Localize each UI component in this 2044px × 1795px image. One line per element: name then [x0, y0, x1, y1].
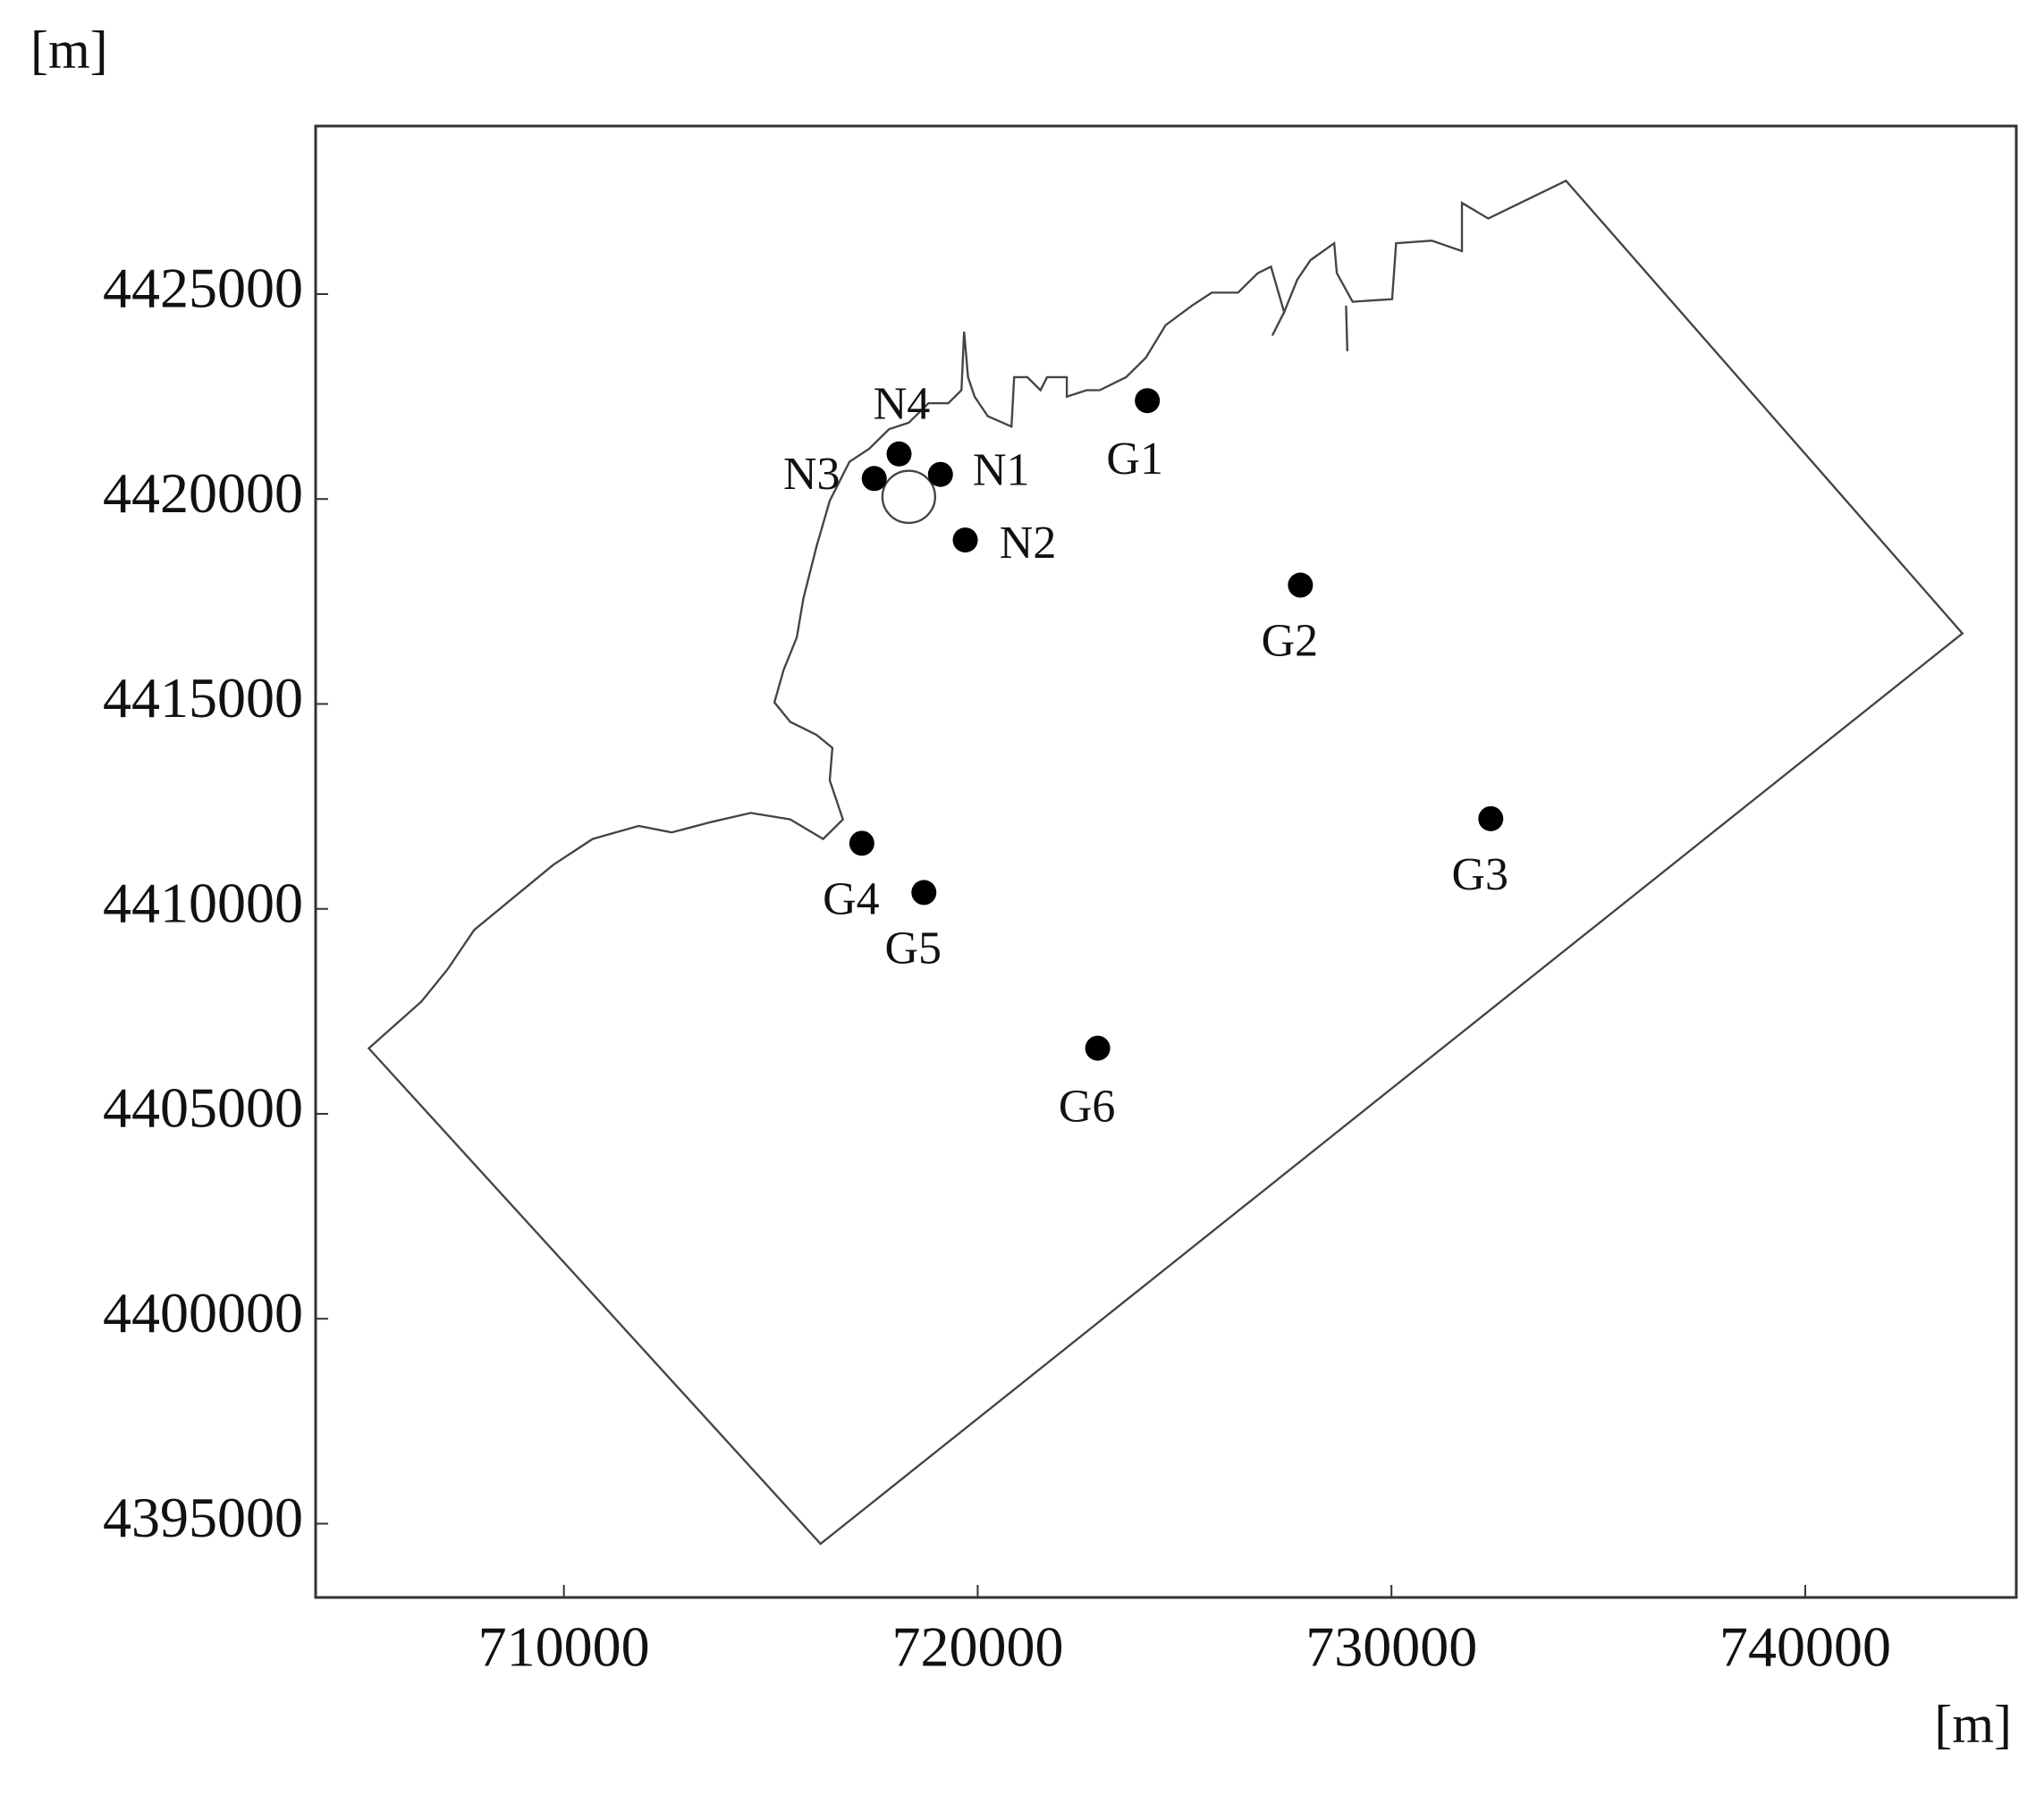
point	[849, 830, 874, 856]
y-tick-label: 4420000	[103, 461, 303, 525]
x-tick-label: 740000	[1719, 1615, 1891, 1679]
point-label: N3	[783, 449, 840, 500]
y-axis-label: [m]	[30, 21, 108, 80]
point	[1288, 572, 1313, 598]
domain-outline	[367, 179, 1964, 1546]
plot-frame	[314, 124, 2018, 1599]
x-tick-label: 720000	[891, 1615, 1063, 1679]
boundary	[367, 179, 1964, 1546]
y-tick-label: 4415000	[103, 666, 303, 729]
point	[1135, 388, 1161, 414]
point	[927, 461, 953, 487]
point-label: N4	[874, 379, 931, 430]
point	[1085, 1035, 1111, 1061]
point	[861, 466, 887, 492]
harbor-loop	[881, 469, 937, 525]
point-label: G4	[823, 873, 880, 924]
y-tick-label: 4405000	[103, 1076, 303, 1140]
x-tick-label: 710000	[478, 1615, 650, 1679]
point-label: G1	[1106, 434, 1163, 485]
x-tick-label: 730000	[1305, 1615, 1477, 1679]
point-label: G3	[1451, 849, 1508, 900]
point-label: N1	[973, 445, 1030, 496]
point-label: G2	[1262, 615, 1319, 666]
point	[952, 527, 978, 553]
point	[1478, 805, 1504, 831]
point-label: G6	[1059, 1082, 1116, 1133]
y-tick-label: 4425000	[103, 257, 303, 320]
y-tick-label: 4395000	[103, 1486, 303, 1549]
point-label: G5	[884, 923, 942, 973]
y-tick-label: 4410000	[103, 871, 303, 934]
point	[886, 441, 912, 467]
y-tick-label: 4400000	[103, 1281, 303, 1344]
inner-line	[1271, 305, 1349, 351]
point-label: N2	[1000, 518, 1057, 569]
point	[911, 880, 937, 906]
x-axis-label: [m]	[1934, 1695, 2012, 1754]
